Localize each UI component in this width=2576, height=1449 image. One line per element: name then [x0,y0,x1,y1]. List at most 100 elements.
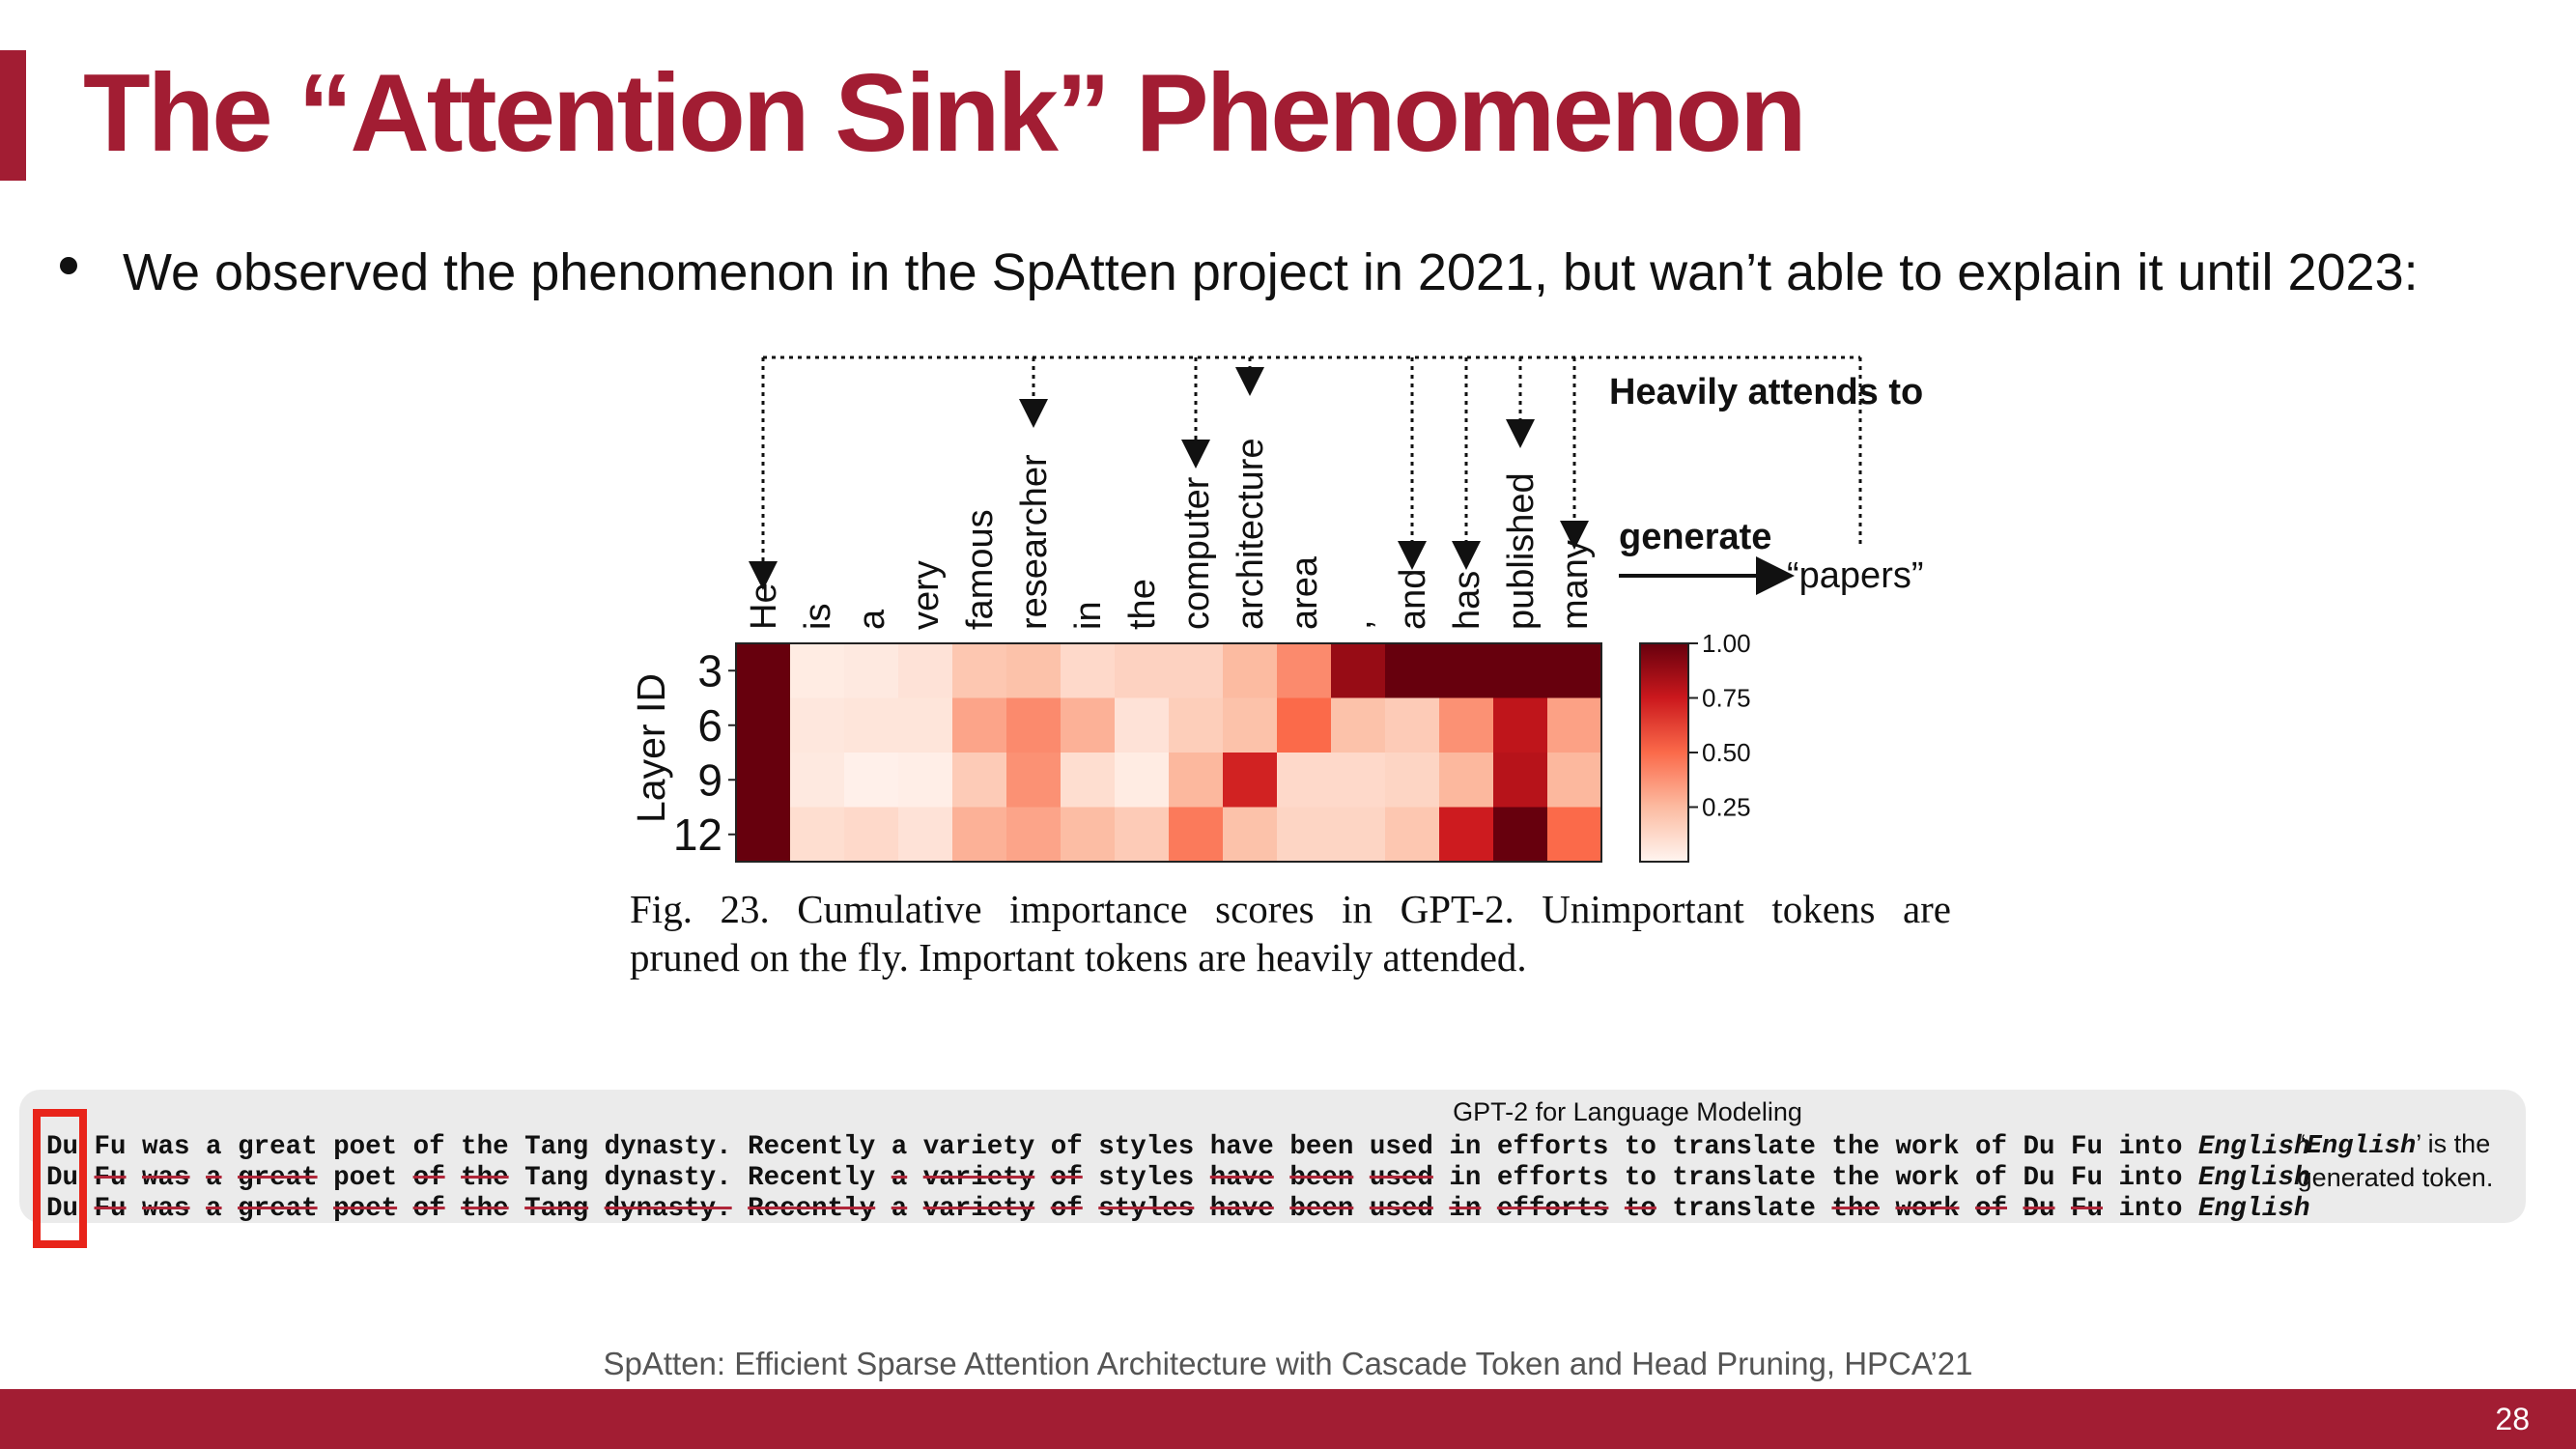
heatmap-cell [1439,807,1494,863]
gpt2-panel-title: GPT-2 for Language Modeling [1453,1097,1802,1126]
sentence-token: of [412,1163,445,1193]
heatmap-cell [844,697,899,753]
heatmap-cell [844,807,899,863]
sentence-token: efforts [1496,1132,1609,1162]
sentence-token: a [891,1132,908,1162]
sentence-token: to [1624,1194,1656,1224]
note-rest: ’ is the [2416,1129,2491,1158]
heatmap-cell [1169,697,1224,753]
heatmap-cell [1223,807,1278,863]
sentence-token: used [1369,1194,1433,1224]
sentence-token: the [1831,1132,1880,1162]
token-label: famous [960,509,1001,630]
annotation-heavily-attends: Heavily attends to [1609,372,1923,412]
layer-tick-label: 12 [673,810,722,860]
sentence-token: a [206,1132,222,1162]
figure-caption: Fig. 23. Cumulative importance scores in… [630,885,1951,981]
heatmap-cell [1006,697,1062,753]
heatmap-cell [898,753,953,808]
sentence-token: of [1974,1163,2007,1193]
heatmap-cell [790,697,845,753]
heatmap-cell [1331,643,1386,698]
heatmap-cell [1061,807,1116,863]
token-label: , [1339,619,1379,630]
sentence-token: poet [333,1163,398,1193]
heatmap-cell [1493,643,1548,698]
heatmap-cells [735,642,1602,863]
bullet-text: We observed the phenomenon in the SpAtte… [123,243,2419,301]
heatmap-cell [1547,753,1602,808]
sentence-token: Du [46,1163,79,1193]
token-label: He [744,582,784,630]
sentence-token: was [142,1163,190,1193]
heatmap-cell [1277,643,1332,698]
sentence-token: have [1209,1163,1274,1193]
heatmap-cell [1115,643,1170,698]
layer-tick-label: 6 [697,700,722,751]
token-label: is [798,604,838,630]
sentence-token: work [1895,1194,1960,1224]
caption-line-1: Fig. 23. Cumulative importance scores in… [630,887,1951,931]
colorbar-tick-label: 0.75 [1702,684,1751,713]
slide-title: The “Attention Sink” Phenomenon [83,52,1807,175]
sentence-token: variety [922,1132,1035,1162]
sentence-token: Du [46,1132,79,1162]
heatmap-cell [1493,753,1548,808]
heatmap-cell [1385,643,1440,698]
heatmap-cell [1115,697,1170,753]
sentence-token: of [412,1194,445,1224]
heatmap-cell [790,643,845,698]
heatmap-cell [1061,643,1116,698]
sentence-token: Fu [2071,1163,2104,1193]
heatmap-cell [1385,697,1440,753]
heatmap-cell [736,697,791,753]
sentence-token: have [1209,1194,1274,1224]
sentence-token: used [1369,1163,1433,1193]
sentence-token: in [1449,1194,1482,1224]
sentence-token: variety [922,1163,1035,1193]
heatmap-cell [952,807,1007,863]
heatmap-cell [1439,643,1494,698]
heatmap-cell [1385,753,1440,808]
token-label: in [1068,601,1109,630]
title-accent-bar [0,50,26,181]
sentence-token: work [1895,1163,1960,1193]
sentence-token: Du [2023,1132,2055,1162]
token-label: computer [1176,476,1217,630]
heatmap-cell [1439,697,1494,753]
heatmap-cell [1115,753,1170,808]
sentence-token: Du [2023,1194,2055,1224]
sentence-token: of [1050,1163,1083,1193]
heatmap-cell [898,697,953,753]
sentence-token: work [1895,1132,1960,1162]
heatmap-cell [1547,643,1602,698]
sentence-token: of [1974,1194,2007,1224]
sentence-token: into [2118,1194,2183,1224]
sentence-token: was [142,1132,190,1162]
token-label: very [906,560,947,630]
heatmap-cell [1223,697,1278,753]
heatmap-cell [1006,643,1062,698]
sentence-token: poet [333,1132,398,1162]
heatmap-cell [844,643,899,698]
heatmap-cell [898,643,953,698]
heatmap-cell [1277,753,1332,808]
token-label: area [1285,555,1325,630]
heatmap-cell [1115,807,1170,863]
token-label: a [852,609,892,630]
colorbar-ticks: 1.00 0.75 0.50 0.25 [1688,629,1751,822]
sentence-token: efforts [1496,1163,1609,1193]
sentence-token: Fu [2071,1194,2104,1224]
sentence-token: a [891,1194,908,1224]
sentence-token: dynasty. [604,1132,732,1162]
sentence-token: Du [2023,1163,2055,1193]
sentence-token: Recently [748,1163,876,1193]
layer-tick-label: 9 [697,754,722,805]
sentence-token: Tang [524,1194,589,1224]
caption-line-2: pruned on the fly. Important tokens are … [630,935,1527,980]
heatmap-cell [952,697,1007,753]
sentence-token: translate [1672,1194,1816,1224]
sentence-token: dynasty. [604,1163,732,1193]
heatmap-cell [952,753,1007,808]
